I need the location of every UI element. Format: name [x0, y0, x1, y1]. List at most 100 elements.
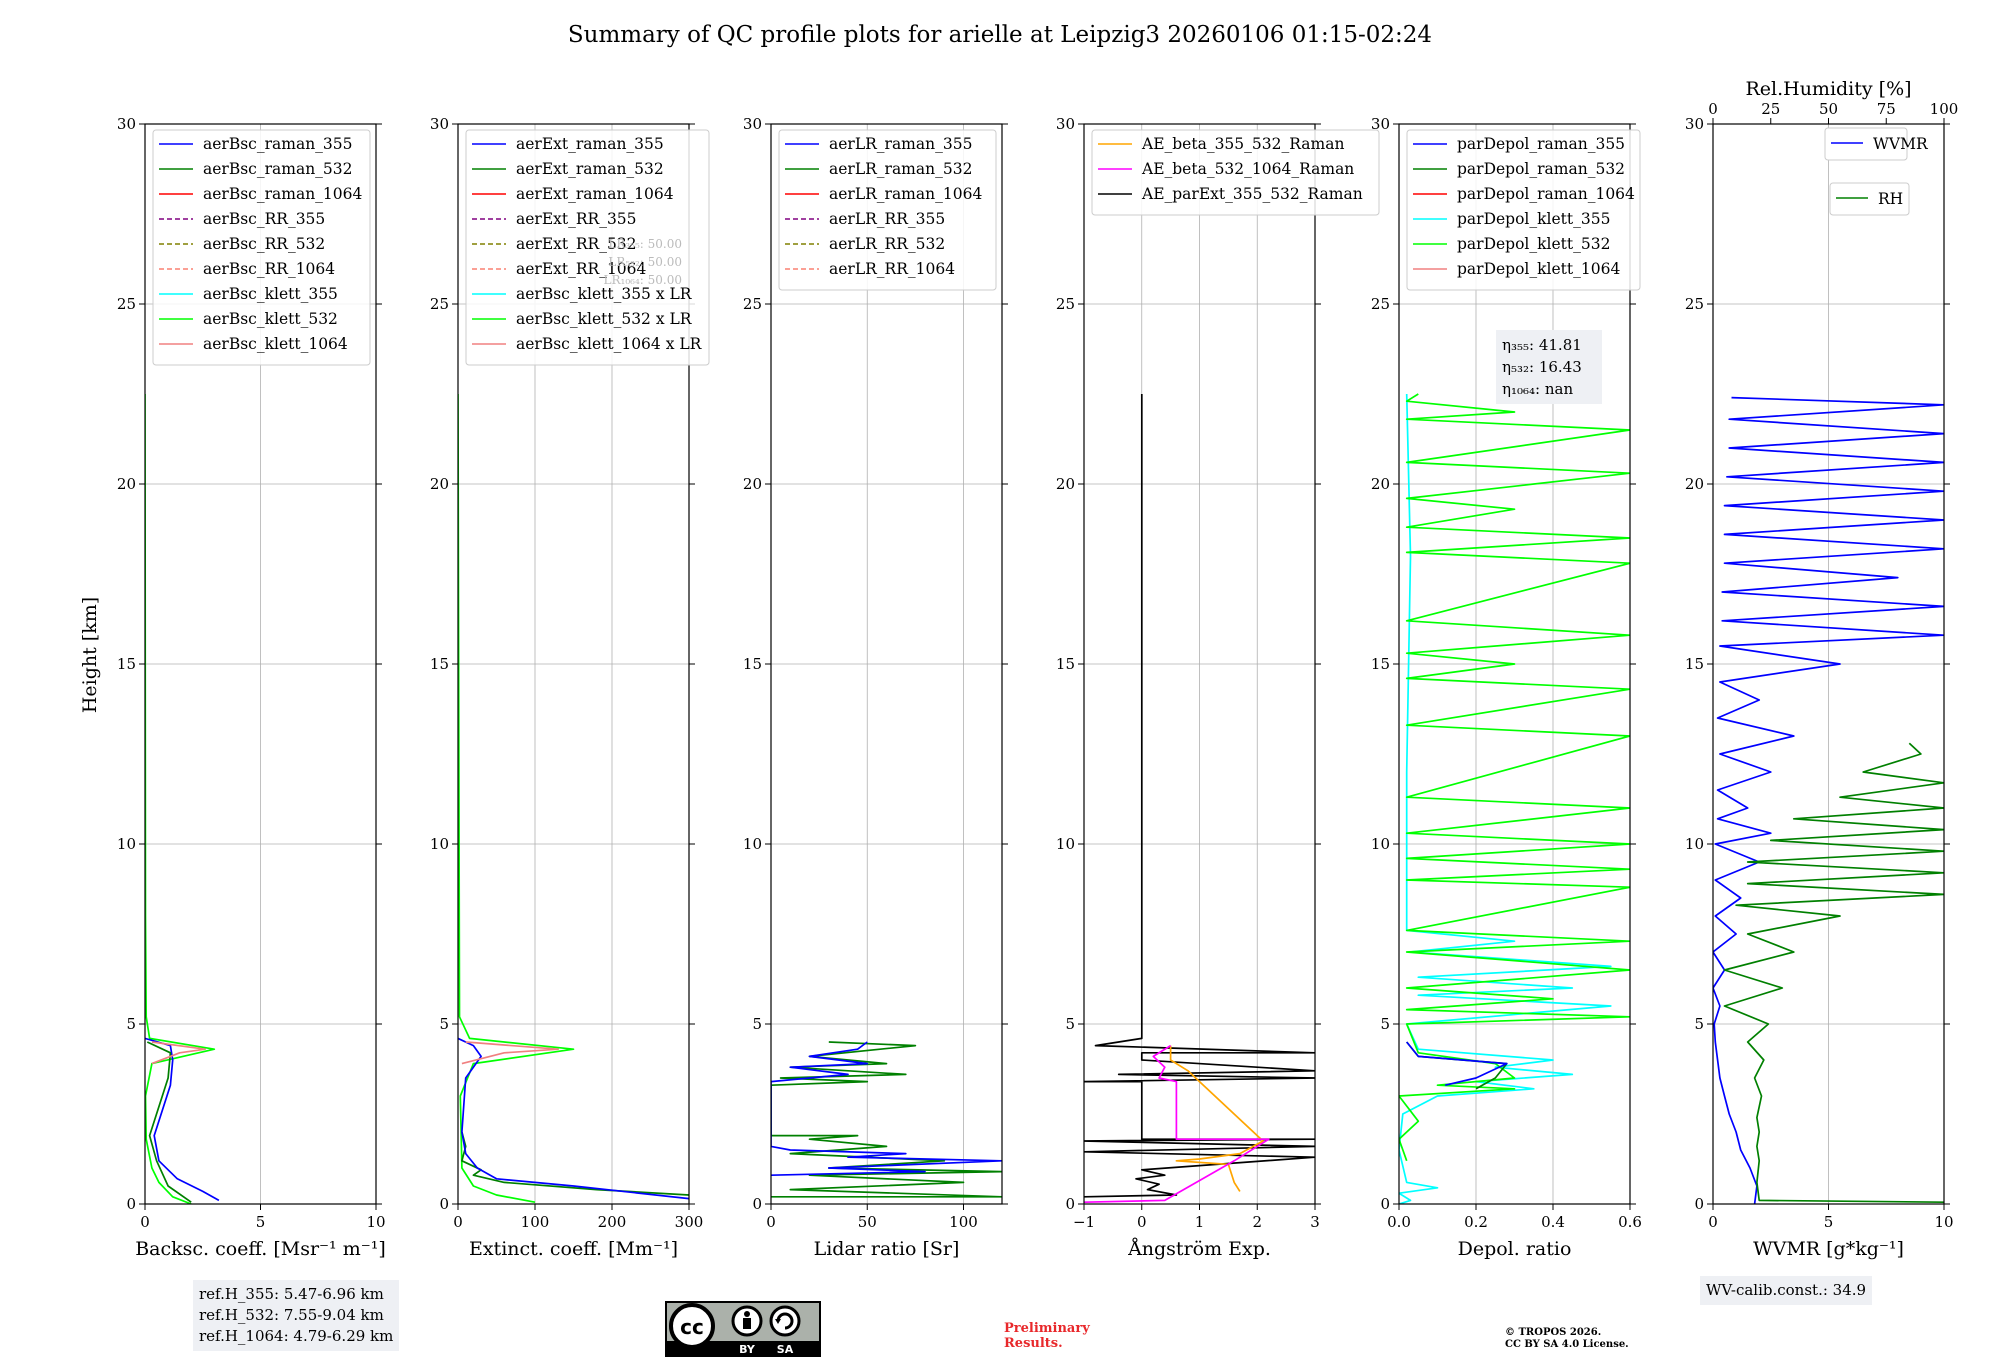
y-tick-label: 25	[117, 295, 136, 313]
y-tick-label: 10	[117, 835, 136, 853]
legend-label: aerLR_RR_1064	[829, 260, 955, 278]
legend-label: aerBsc_klett_355 x LR	[516, 285, 693, 303]
series-parDepol_raman_355	[1406, 1041, 1508, 1087]
y-tick-label: 15	[117, 655, 136, 673]
legend-label: aerBsc_klett_532 x LR	[516, 310, 693, 328]
legend-label: parDepol_klett_532	[1457, 235, 1610, 253]
y-tick-label: 30	[743, 115, 762, 133]
y-tick-label: 30	[117, 115, 136, 133]
legend-label: aerBsc_RR_355	[203, 210, 325, 228]
legend-label: parDepol_klett_355	[1457, 210, 1610, 228]
x-tick-label: 200	[598, 1213, 627, 1231]
lr-info-text: LR₁₀₆₄: 50.00	[604, 273, 682, 287]
legend-label: aerBsc_klett_532	[203, 310, 338, 328]
ref-height-1064: ref.H_1064: 4.79-6.29 km	[199, 1327, 394, 1345]
eta-info-text: η₁₀₆₄: nan	[1502, 380, 1573, 398]
series-parDepol_klett_532	[1399, 393, 1630, 1162]
legend-label: aerExt_RR_355	[516, 210, 637, 228]
legend-label: aerExt_RR_532	[516, 235, 637, 253]
series-parDepol_klett_355	[1399, 393, 1612, 1204]
x-tick-label: 0	[766, 1213, 776, 1231]
y-tick-label: 30	[1371, 115, 1390, 133]
y-tick-label: 25	[430, 295, 449, 313]
legend-label: aerExt_raman_1064	[516, 185, 674, 203]
lr-info-text: LR₃₅₅: 50.00	[608, 237, 682, 251]
eta-info-text: η₅₃₂: 16.43	[1502, 358, 1582, 376]
x-tick-label: 0	[1137, 1213, 1147, 1231]
x-tick-label: 50	[858, 1213, 877, 1231]
y-tick-label: 20	[117, 475, 136, 493]
series-aerBsc_klett_532 x LR	[458, 393, 575, 1204]
x-tick-label: 0.6	[1618, 1213, 1642, 1231]
x-tick-label: 3	[1310, 1213, 1320, 1231]
eta-info-text: η₃₅₅: 41.81	[1502, 336, 1582, 354]
lr-info-text: LR₅₃₂: 50.00	[608, 255, 682, 269]
legend-label: aerExt_raman_532	[516, 160, 664, 178]
y-tick-label: 15	[1685, 655, 1704, 673]
x-tick-label: 0.0	[1387, 1213, 1411, 1231]
y-tick-label: 30	[1056, 115, 1075, 133]
y-tick-label: 0	[1694, 1195, 1704, 1213]
series-aerBsc_klett_1064 x LR	[461, 1041, 559, 1065]
x-axis-label: Ångström Exp.	[1127, 1238, 1271, 1260]
y-tick-label: 25	[743, 295, 762, 313]
x-tick-label: 1	[1195, 1213, 1205, 1231]
preliminary-line-1: Preliminary	[1004, 1321, 1090, 1336]
y-tick-label: 5	[1694, 1015, 1704, 1033]
y-tick-label: 5	[1065, 1015, 1075, 1033]
legend-label: AE_beta_355_532_Raman	[1141, 135, 1344, 153]
top-tick-label: 75	[1877, 100, 1896, 118]
series-RH	[1723, 742, 1944, 1204]
y-tick-label: 5	[752, 1015, 762, 1033]
legend: aerBsc_raman_355 aerBsc_raman_532 aerBsc_r…	[152, 129, 371, 366]
cc-icon	[669, 1303, 715, 1349]
x-tick-label: 300	[675, 1213, 704, 1231]
x-axis-label: Extinct. coeff. [Mm⁻¹]	[469, 1238, 678, 1260]
ref-height-355: ref.H_355: 5.47-6.96 km	[199, 1285, 384, 1303]
legend-label: aerBsc_RR_1064	[203, 260, 335, 278]
legend-label: aerExt_RR_1064	[516, 260, 647, 278]
license-by-label: BY	[739, 1343, 756, 1356]
x-tick-label: 0.2	[1464, 1213, 1488, 1231]
legend-label: AE_beta_532_1064_Raman	[1141, 160, 1354, 178]
x-axis-label: Depol. ratio	[1458, 1238, 1572, 1260]
series-AE_beta_355_532_Raman	[1169, 1045, 1264, 1192]
y-tick-label: 20	[1685, 475, 1704, 493]
preliminary-note: Preliminary Results.	[1004, 1321, 1090, 1351]
legend-label: aerLR_RR_532	[829, 235, 945, 253]
y-tick-label: 20	[1056, 475, 1075, 493]
top-tick-label: 0	[1708, 100, 1718, 118]
panel-lr: 0 5 10 15 20 25 30 0 50 100 Lidar ratio [Sr] aerLR_…	[743, 115, 1008, 1260]
copyright-line-1: © TROPOS 2026.	[1505, 1327, 1602, 1338]
y-tick-label: 20	[743, 475, 762, 493]
y-tick-label: 10	[1685, 835, 1704, 853]
y-tick-label: 5	[126, 1015, 136, 1033]
copyright-line-2: CC BY SA 4.0 License.	[1505, 1339, 1629, 1350]
y-tick-label: 5	[439, 1015, 449, 1033]
y-tick-label: 20	[430, 475, 449, 493]
top-tick-label: 25	[1761, 100, 1780, 118]
y-tick-label: 30	[1685, 115, 1704, 133]
legend-wvmr: WVMR	[1824, 127, 1929, 161]
y-tick-label: 0	[1065, 1195, 1075, 1213]
sa-icon	[769, 1305, 801, 1337]
top-axis-label: Rel.Humidity [%]	[1745, 78, 1911, 100]
panel-bsc: 0 5 10 15 20 25 30 0 5 10 Backsc. coeff. [Msr⁻¹ m⁻…	[117, 115, 386, 1260]
series-aerExt_raman_355	[458, 1037, 689, 1200]
legend-label: parDepol_klett_1064	[1457, 260, 1620, 278]
x-tick-label: 10	[366, 1213, 385, 1231]
y-tick-label: 15	[1056, 655, 1075, 673]
y-tick-label: 15	[1371, 655, 1390, 673]
y-tick-label: 0	[1380, 1195, 1390, 1213]
x-tick-label: 10	[1934, 1213, 1953, 1231]
y-tick-label: 15	[743, 655, 762, 673]
x-axis-label: WVMR [g*kg⁻¹]	[1753, 1238, 1904, 1260]
x-tick-label: −1	[1073, 1213, 1095, 1231]
y-axis-label: Height [km]	[79, 597, 101, 713]
legend-label: aerBsc_raman_355	[203, 135, 353, 153]
y-tick-label: 30	[430, 115, 449, 133]
